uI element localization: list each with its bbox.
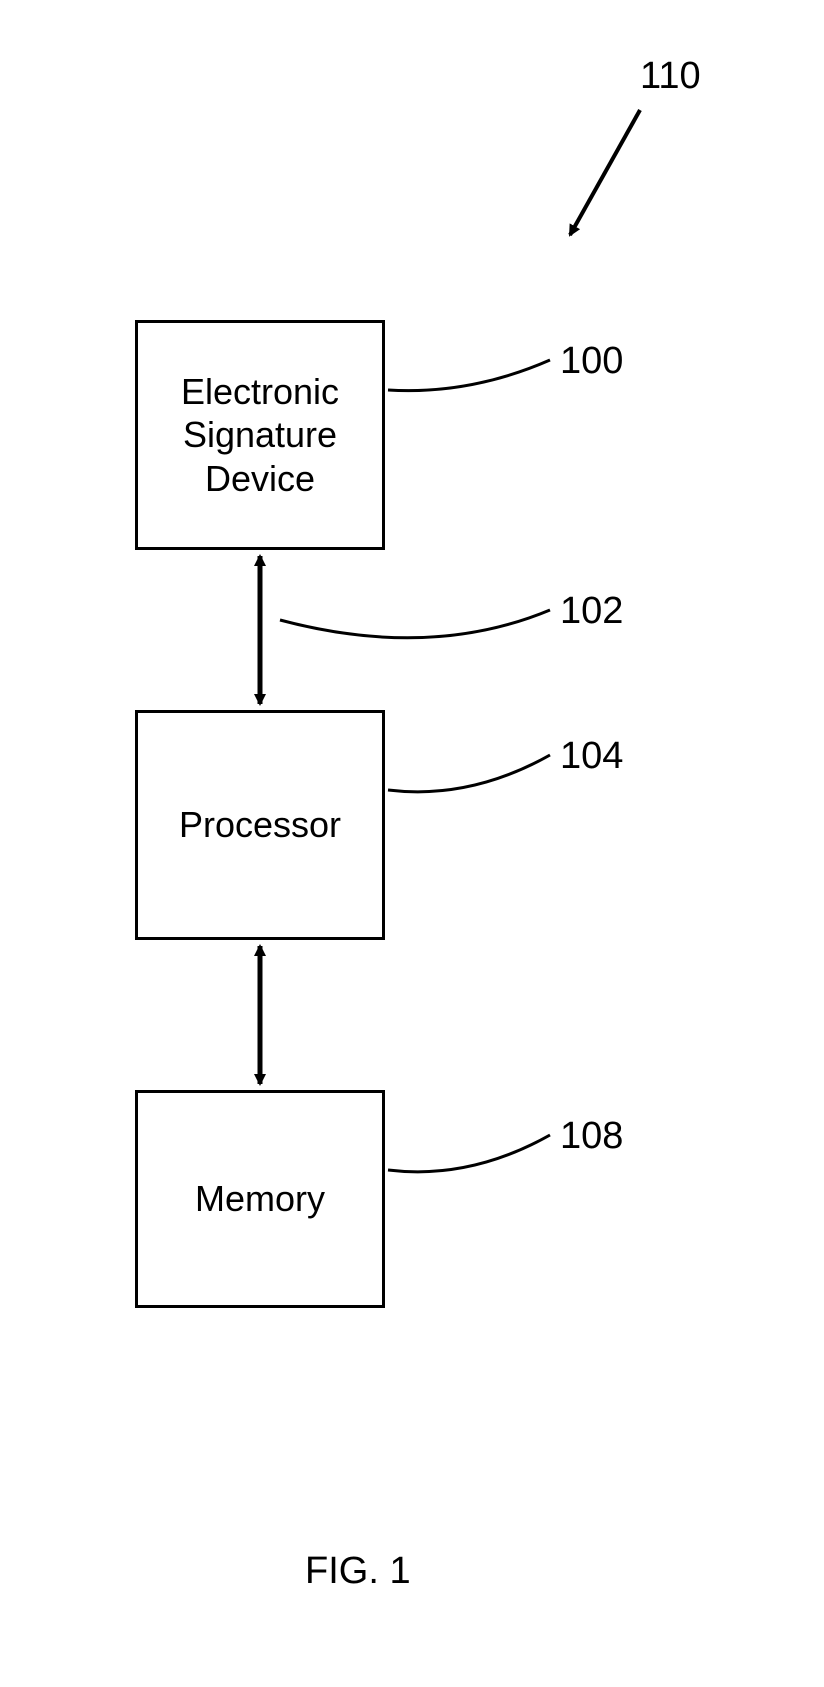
ref-label-102: 102 [560,590,623,633]
box-electronic-signature-device: ElectronicSignatureDevice [135,320,385,550]
leader-100 [388,360,550,391]
system-ref-arrow [570,110,640,235]
box-processor-label: Processor [179,803,341,846]
box-processor: Processor [135,710,385,940]
box-memory-label: Memory [195,1177,325,1220]
system-ref-label: 110 [640,55,701,98]
leader-104 [388,755,550,792]
diagram-canvas: ElectronicSignatureDevice Processor Memo… [0,0,824,1687]
ref-label-100: 100 [560,340,623,383]
figure-caption: FIG. 1 [305,1550,411,1593]
leader-108 [388,1135,550,1172]
box-memory: Memory [135,1090,385,1308]
ref-label-108: 108 [560,1115,623,1158]
leader-102 [280,610,550,638]
box-esd-label: ElectronicSignatureDevice [181,370,339,500]
connector-overlay [0,0,824,1687]
ref-label-104: 104 [560,735,623,778]
